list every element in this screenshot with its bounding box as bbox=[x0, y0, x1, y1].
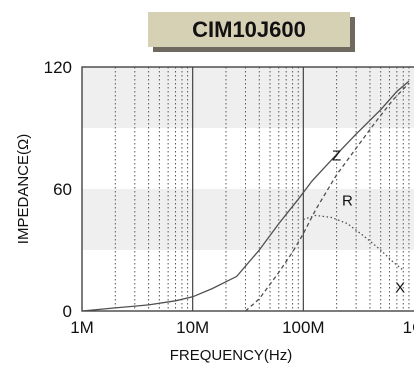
y-axis-label: IMPEDANCE(Ω) bbox=[15, 134, 32, 244]
x-tick-label: 1G bbox=[403, 318, 414, 337]
series-label-x: X bbox=[395, 280, 405, 297]
x-tick-label: 1M bbox=[70, 318, 94, 337]
y-tick-label: 0 bbox=[63, 302, 72, 321]
y-tick-label: 120 bbox=[44, 58, 72, 77]
series-group bbox=[82, 80, 410, 311]
series-line-r bbox=[245, 82, 410, 311]
series-label-r: R bbox=[342, 192, 353, 209]
series-line-z bbox=[82, 80, 410, 311]
chart-title-box: CIM10J600 bbox=[148, 12, 358, 52]
grid-band bbox=[82, 189, 414, 250]
x-tick-label: 100M bbox=[282, 318, 325, 337]
plot-frame bbox=[81, 66, 414, 312]
x-axis-label: FREQUENCY(Hz) bbox=[170, 347, 293, 364]
chart-title: CIM10J600 bbox=[148, 12, 350, 47]
y-tick-label: 60 bbox=[53, 180, 72, 199]
x-tick-label: 10M bbox=[176, 318, 209, 337]
grid-band bbox=[82, 67, 414, 128]
series-label-z: Z bbox=[332, 148, 341, 165]
series-line-x bbox=[303, 214, 404, 271]
